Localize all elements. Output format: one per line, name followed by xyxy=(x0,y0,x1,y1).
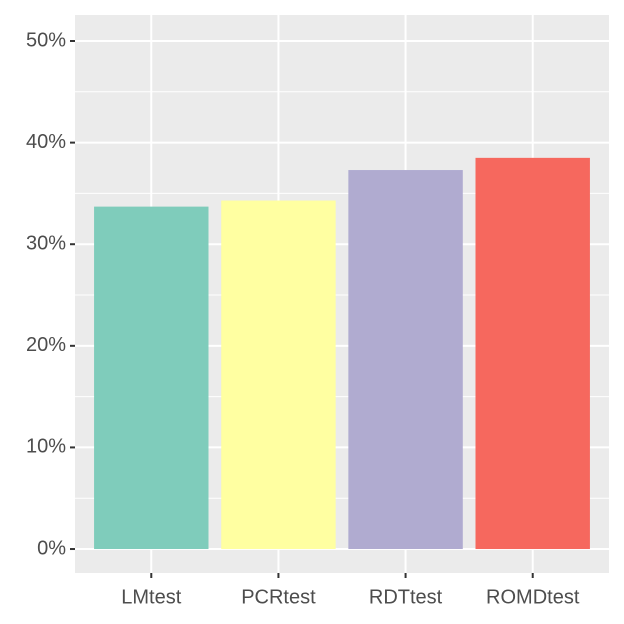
bar xyxy=(221,200,336,550)
bar xyxy=(348,170,463,550)
x-tick-label: PCRtest xyxy=(241,586,316,608)
x-tick-label: ROMDtest xyxy=(486,586,580,608)
y-tick-label: 50% xyxy=(26,29,66,51)
bar xyxy=(475,157,590,550)
bar xyxy=(94,206,209,550)
y-tick-label: 0% xyxy=(37,537,66,559)
y-tick-label: 10% xyxy=(26,436,66,458)
y-tick-label: 20% xyxy=(26,334,66,356)
y-tick-label: 40% xyxy=(26,131,66,153)
x-tick-label: RDTtest xyxy=(369,586,443,608)
x-tick-label: LMtest xyxy=(121,586,181,608)
y-tick-label: 30% xyxy=(26,232,66,254)
